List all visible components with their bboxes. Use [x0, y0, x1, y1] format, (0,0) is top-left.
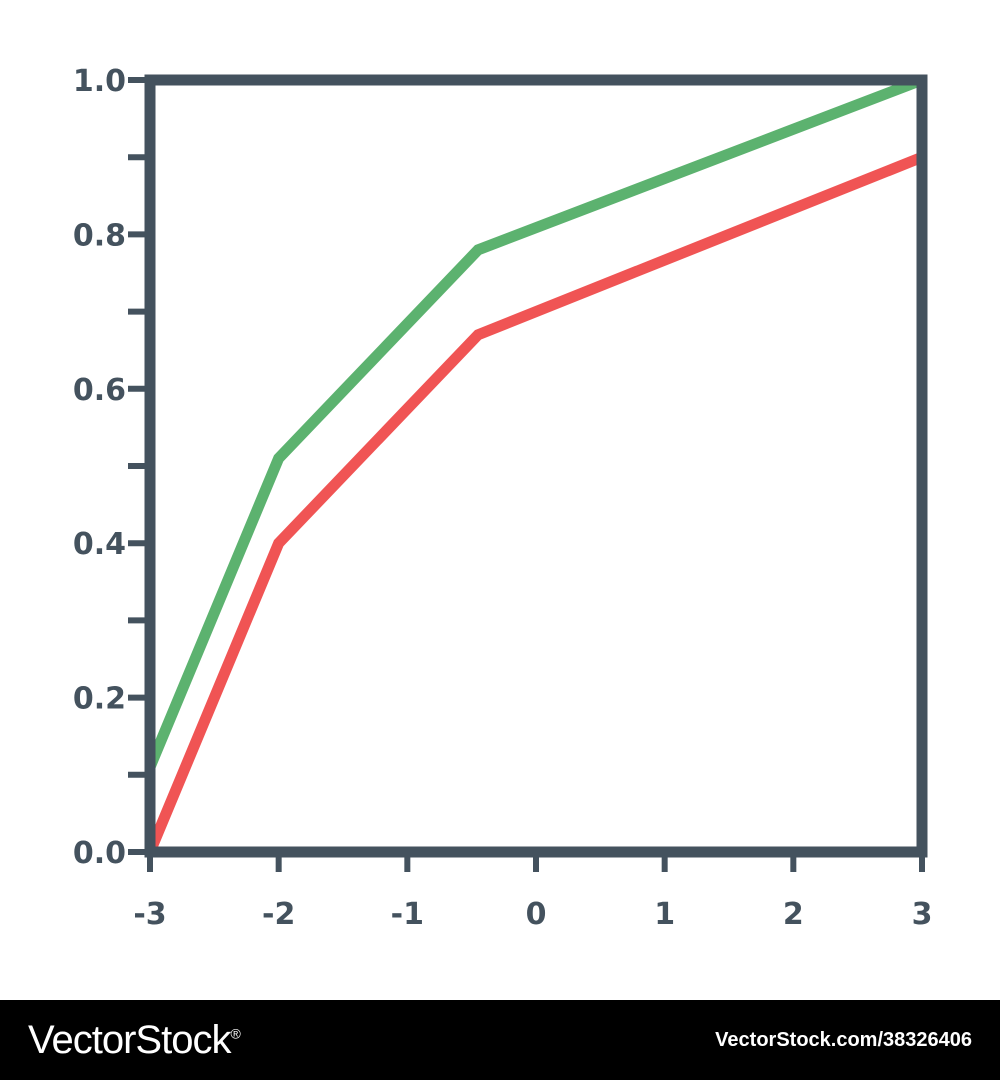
watermark-bar: VectorStock® VectorStock.com/38326406 [0, 1000, 1000, 1080]
series-line-2 [144, 152, 925, 855]
y-tick-label: 0.2 [73, 682, 126, 717]
y-tick-label: 0.4 [73, 527, 126, 562]
x-tick-label: 3 [912, 897, 933, 932]
watermark-brand: VectorStock® [28, 1017, 241, 1063]
y-tick-label: 0.6 [73, 373, 126, 408]
x-tick-label: -2 [262, 897, 295, 932]
chart-svg: 0.0 0.2 0.4 0.6 0.8 1.0 -3 -2 -1 0 1 2 3 [73, 64, 933, 932]
x-tick-label: -3 [133, 897, 166, 932]
x-tick-label: 1 [654, 897, 675, 932]
x-tick-label: 2 [783, 897, 804, 932]
x-tick-label: 0 [526, 897, 547, 932]
tick-labels-layer: 0.0 0.2 0.4 0.6 0.8 1.0 -3 -2 -1 0 1 2 3 [73, 64, 933, 932]
axes-layer [128, 74, 928, 872]
series-layer [144, 74, 925, 855]
watermark-url: VectorStock.com/38326406 [715, 1028, 972, 1051]
plot-frame [144, 74, 928, 858]
registered-mark: ® [230, 1025, 240, 1042]
y-tick-label: 1.0 [73, 64, 126, 99]
y-tick-label: 0.8 [73, 218, 126, 253]
y-tick-label: 0.0 [73, 836, 126, 871]
series-line-1 [144, 74, 924, 770]
line-chart: 0.0 0.2 0.4 0.6 0.8 1.0 -3 -2 -1 0 1 2 3 [73, 64, 933, 932]
watermark-brand-name: VectorStock [28, 1017, 231, 1062]
x-tick-label: -1 [391, 897, 424, 932]
